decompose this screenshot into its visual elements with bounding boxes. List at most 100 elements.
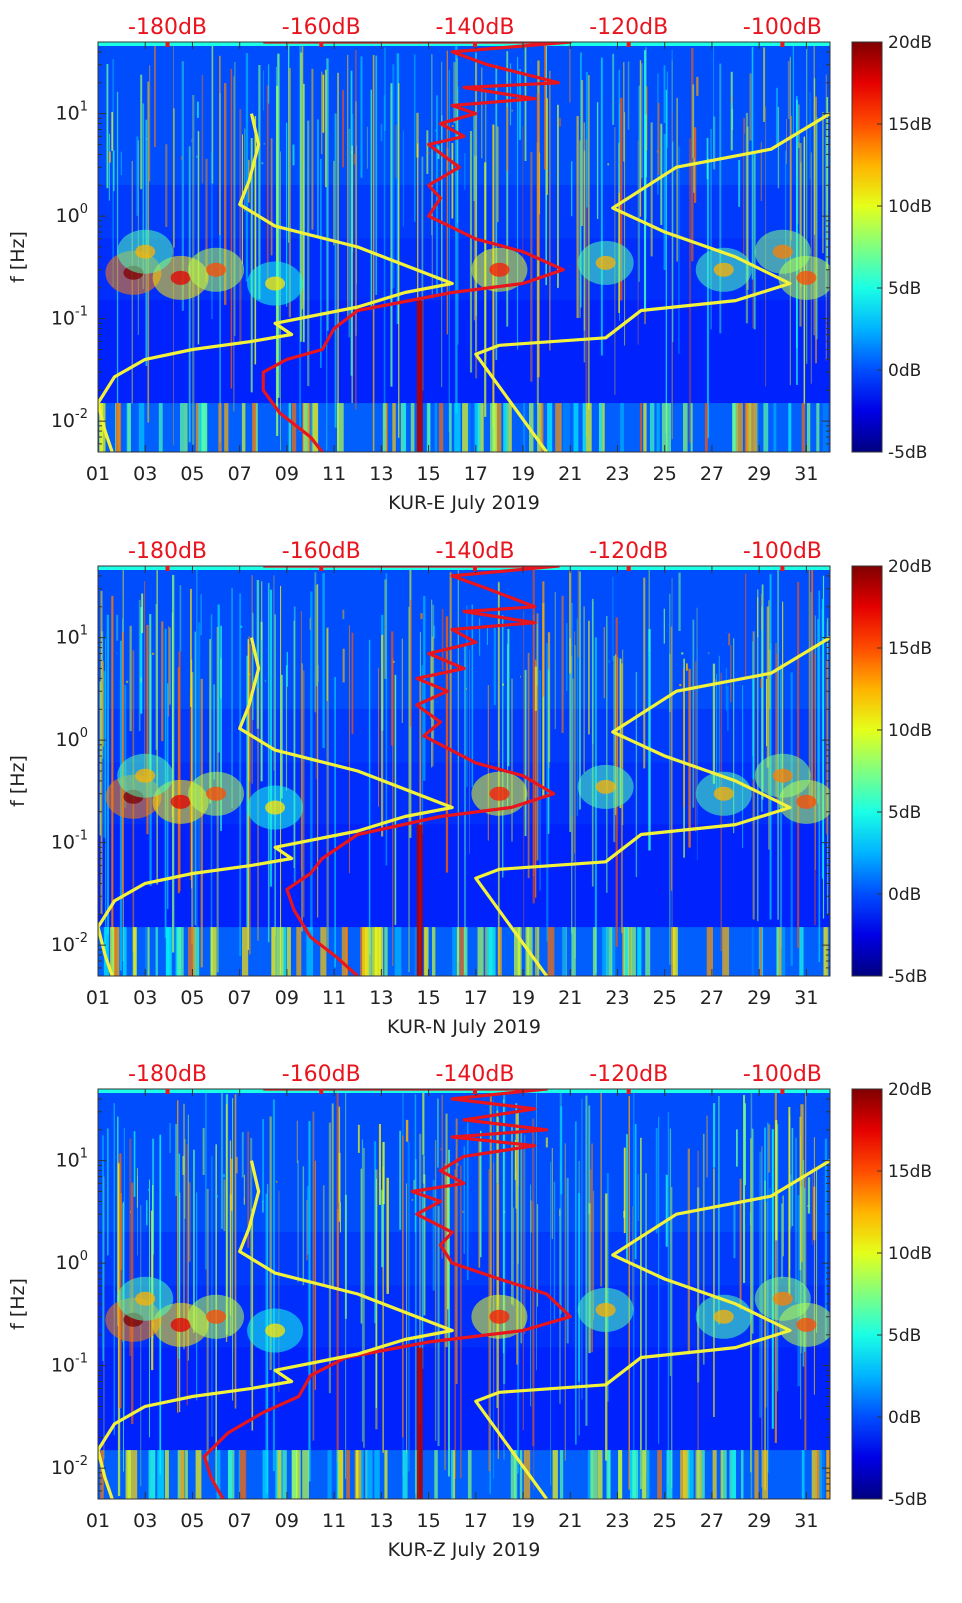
x-tick-label: 17 <box>464 987 488 1009</box>
x-tick-label: 11 <box>322 463 346 485</box>
x-tick-label: 19 <box>511 463 535 485</box>
colorbar <box>851 1088 883 1500</box>
x-axis-label: KUR-E July 2019 <box>388 492 540 514</box>
yellow-high-noise-curve <box>474 636 830 976</box>
colorbar-tick-label: 10dB <box>888 197 932 217</box>
x-tick-label: 29 <box>747 1510 771 1532</box>
x-tick-label: 09 <box>275 987 299 1009</box>
colorbar-tick-label: 10dB <box>888 1244 932 1264</box>
yellow-high-noise-curve <box>474 112 830 452</box>
x-tick-label: 17 <box>464 463 488 485</box>
top-db-tick-label: -180dB <box>128 539 207 564</box>
yellow-low-noise-curve <box>98 637 454 976</box>
x-tick-label: 13 <box>369 987 393 1009</box>
y-axis-label: f [Hz] <box>7 231 29 283</box>
colorbar-tick-label: -5dB <box>888 443 927 463</box>
x-tick-label: 17 <box>464 1510 488 1532</box>
spectrogram-panel-1: 10-2 10-1 100 101 f [Hz] 01 03 05 07 09 11 13 15 17 19… <box>7 15 932 514</box>
heatmap <box>98 1089 830 1499</box>
x-tick-label: 21 <box>558 987 582 1009</box>
colorbar-tick-label: 10dB <box>888 721 932 741</box>
top-db-tick-label: -180dB <box>128 15 207 40</box>
x-tick-label: 01 <box>86 987 110 1009</box>
x-tick-label: 07 <box>228 463 252 485</box>
colorbar-tick-label: 20dB <box>888 557 932 577</box>
x-tick-label: 23 <box>605 987 629 1009</box>
x-tick-label: 09 <box>275 463 299 485</box>
y-tick-label: 101 <box>56 624 88 649</box>
x-tick-label: 23 <box>605 463 629 485</box>
heatmap <box>98 42 830 452</box>
x-tick-label: 11 <box>322 987 346 1009</box>
red-psd-curve <box>263 566 561 976</box>
x-tick-label: 15 <box>416 463 440 485</box>
colorbar-tick-label: 5dB <box>888 803 921 823</box>
x-tick-label: 27 <box>700 1510 724 1532</box>
y-tick-label: 101 <box>56 1147 88 1172</box>
x-tick-label: 03 <box>133 463 157 485</box>
y-tick-label: 10-1 <box>51 1352 88 1377</box>
x-tick-label: 29 <box>747 463 771 485</box>
x-tick-label: 31 <box>794 463 818 485</box>
x-tick-label: 25 <box>653 1510 677 1532</box>
x-axis-label: KUR-Z July 2019 <box>388 1539 541 1561</box>
top-db-tick-label: -120dB <box>589 1062 668 1087</box>
top-db-tick-label: -100dB <box>743 15 822 40</box>
y-tick-label: 101 <box>56 100 88 125</box>
x-tick-label: 31 <box>794 987 818 1009</box>
x-tick-label: 13 <box>369 1510 393 1532</box>
colorbar-tick-label: 15dB <box>888 115 932 135</box>
top-db-tick-label: -140dB <box>435 539 514 564</box>
spectrogram-panel-2: 10-2 10-1 100 101 f [Hz] 01 03 05 07 09 11 13 15 17 19… <box>7 539 932 1038</box>
x-tick-label: 03 <box>133 1510 157 1532</box>
y-tick-label: 10-1 <box>51 829 88 854</box>
top-db-tick-label: -160dB <box>282 15 361 40</box>
colorbar <box>851 41 883 453</box>
top-db-tick-label: -160dB <box>282 539 361 564</box>
x-tick-label: 23 <box>605 1510 629 1532</box>
x-tick-label: 01 <box>86 463 110 485</box>
x-tick-label: 05 <box>180 987 204 1009</box>
top-db-tick-label: -160dB <box>282 1062 361 1087</box>
colorbar-tick-label: -5dB <box>888 1490 927 1510</box>
y-tick-label: 100 <box>56 726 88 751</box>
colorbar-tick-label: 5dB <box>888 279 921 299</box>
colorbar-tick-label: 20dB <box>888 1080 932 1100</box>
x-tick-label: 15 <box>416 987 440 1009</box>
x-tick-label: 19 <box>511 1510 535 1532</box>
x-tick-label: 01 <box>86 1510 110 1532</box>
x-tick-label: 15 <box>416 1510 440 1532</box>
yellow-low-noise-curve <box>98 1160 454 1499</box>
top-db-tick-label: -120dB <box>589 15 668 40</box>
colorbar-tick-label: 0dB <box>888 1408 921 1428</box>
heatmap <box>98 566 830 976</box>
top-db-tick-label: -100dB <box>743 1062 822 1087</box>
y-tick-label: 10-2 <box>51 407 88 432</box>
x-tick-label: 19 <box>511 987 535 1009</box>
top-db-tick-label: -140dB <box>435 15 514 40</box>
x-tick-label: 03 <box>133 987 157 1009</box>
colorbar-tick-label: 20dB <box>888 33 932 53</box>
x-tick-label: 09 <box>275 1510 299 1532</box>
top-db-tick-label: -180dB <box>128 1062 207 1087</box>
x-tick-label: 05 <box>180 1510 204 1532</box>
colorbar-tick-label: 0dB <box>888 885 921 905</box>
top-db-tick-label: -100dB <box>743 539 822 564</box>
x-tick-label: 07 <box>228 987 252 1009</box>
x-tick-label: 05 <box>180 463 204 485</box>
y-tick-label: 100 <box>56 1249 88 1274</box>
colorbar-tick-label: 15dB <box>888 1162 932 1182</box>
x-tick-label: 29 <box>747 987 771 1009</box>
colorbar-tick-label: 15dB <box>888 639 932 659</box>
x-tick-label: 25 <box>653 987 677 1009</box>
x-tick-label: 25 <box>653 463 677 485</box>
x-tick-label: 27 <box>700 987 724 1009</box>
x-tick-label: 27 <box>700 463 724 485</box>
top-db-tick-label: -120dB <box>589 539 668 564</box>
y-tick-label: 100 <box>56 202 88 227</box>
y-tick-label: 10-1 <box>51 305 88 330</box>
x-tick-label: 13 <box>369 463 393 485</box>
top-db-tick-label: -140dB <box>435 1062 514 1087</box>
colorbar <box>851 565 883 977</box>
